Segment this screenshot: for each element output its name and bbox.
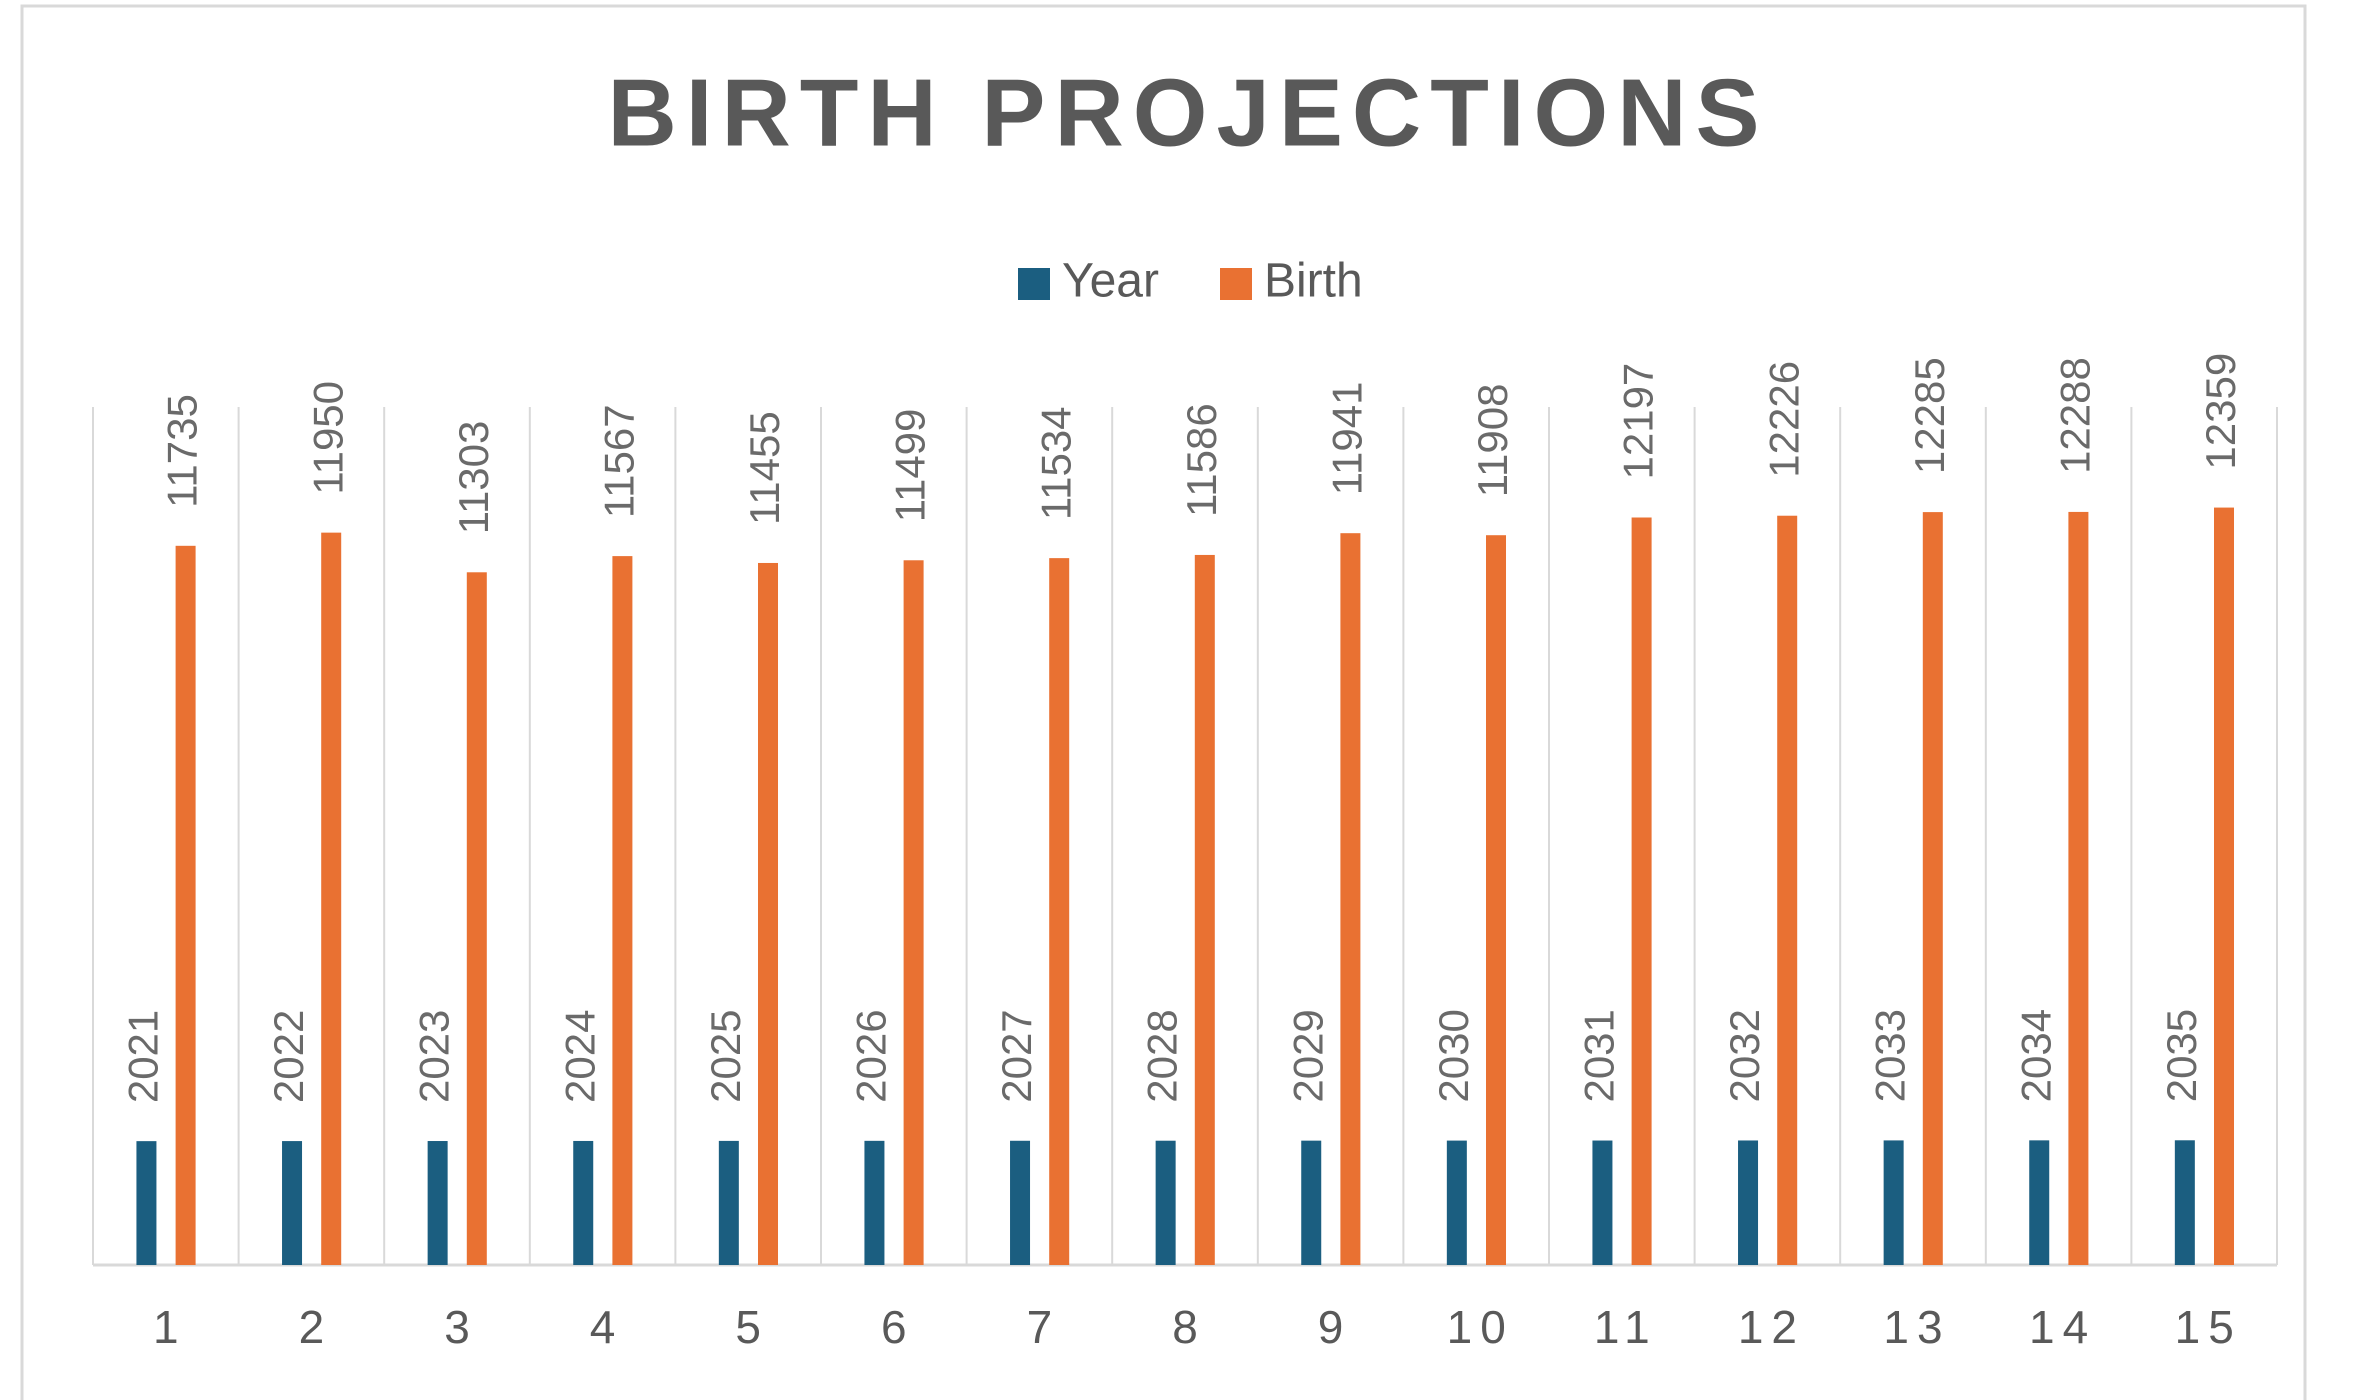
bar <box>1486 535 1506 1265</box>
bar <box>1156 1141 1176 1265</box>
bar <box>282 1141 302 1265</box>
data-label: 2021 <box>120 1010 167 1103</box>
x-tick-label: 4 <box>590 1301 624 1353</box>
data-label: 11950 <box>304 381 351 495</box>
bar <box>1738 1140 1758 1265</box>
data-label: 2034 <box>2012 1009 2059 1102</box>
legend-label: Birth <box>1264 255 1363 308</box>
bar <box>176 546 196 1265</box>
bar <box>573 1141 593 1265</box>
data-label: 11567 <box>595 404 642 518</box>
data-label: 11908 <box>1469 384 1516 498</box>
x-tick-label: 3 <box>444 1301 478 1353</box>
x-tick-label: 15 <box>2175 1301 2242 1353</box>
data-label: 2030 <box>1430 1009 1477 1102</box>
data-label: 2026 <box>848 1009 895 1102</box>
data-label: 2022 <box>265 1010 312 1103</box>
x-tick-label: 2 <box>299 1301 333 1353</box>
bar <box>2068 512 2088 1265</box>
bar <box>1884 1140 1904 1265</box>
data-label: 11534 <box>1032 406 1079 520</box>
data-label: 2028 <box>1139 1009 1186 1102</box>
bar <box>1447 1141 1467 1265</box>
bar <box>467 572 487 1265</box>
data-label: 2024 <box>556 1010 603 1103</box>
bar <box>2029 1140 2049 1265</box>
bar <box>1777 516 1797 1265</box>
bar <box>1632 517 1652 1265</box>
bar <box>136 1141 156 1265</box>
data-label: 11303 <box>450 421 497 535</box>
data-label: 2025 <box>702 1009 749 1102</box>
bar <box>719 1141 739 1265</box>
data-label: 2033 <box>1867 1009 1914 1102</box>
chart: BIRTH PROJECTIONS YearBirth1202111735220… <box>0 0 2362 1400</box>
data-label: 12285 <box>1906 357 1953 474</box>
data-label: 12226 <box>1760 361 1807 478</box>
data-label: 12197 <box>1615 363 1662 480</box>
x-tick-label: 7 <box>1027 1301 1061 1353</box>
data-label: 2023 <box>411 1010 458 1103</box>
bar <box>1340 533 1360 1265</box>
legend-label: Year <box>1062 255 1159 308</box>
bar <box>612 556 632 1265</box>
data-label: 11586 <box>1178 403 1225 517</box>
data-label: 2031 <box>1576 1009 1623 1102</box>
x-tick-label: 9 <box>1318 1301 1352 1353</box>
x-tick-label: 14 <box>2029 1301 2096 1353</box>
bar <box>758 563 778 1265</box>
bar <box>864 1141 884 1265</box>
bar <box>321 533 341 1265</box>
bar <box>428 1141 448 1265</box>
bar <box>904 560 924 1265</box>
x-tick-label: 5 <box>735 1301 769 1353</box>
x-tick-label: 12 <box>1738 1301 1805 1353</box>
data-label: 2032 <box>1721 1009 1768 1102</box>
bar <box>2175 1140 2195 1265</box>
x-tick-label: 8 <box>1172 1301 1206 1353</box>
bar <box>2214 508 2234 1265</box>
x-tick-label: 10 <box>1447 1301 1514 1353</box>
legend-swatch <box>1220 268 1252 300</box>
x-tick-label: 6 <box>881 1301 915 1353</box>
x-tick-label: 1 <box>153 1301 187 1353</box>
data-label: 2035 <box>2158 1009 2205 1102</box>
x-tick-label: 11 <box>1594 1301 1658 1353</box>
data-label: 2027 <box>993 1009 1040 1102</box>
data-label: 12359 <box>2197 353 2244 470</box>
legend-swatch <box>1018 268 1050 300</box>
bar <box>1010 1141 1030 1265</box>
data-label: 11499 <box>887 409 934 523</box>
data-label: 11941 <box>1323 381 1370 495</box>
data-label: 11735 <box>159 394 206 508</box>
chart-title: BIRTH PROJECTIONS <box>607 59 1768 166</box>
bar <box>1049 558 1069 1265</box>
bar <box>1923 512 1943 1265</box>
data-label: 11455 <box>741 411 788 525</box>
data-label: 2029 <box>1284 1009 1331 1102</box>
x-tick-label: 13 <box>1883 1301 1950 1353</box>
bar <box>1195 555 1215 1265</box>
bar <box>1301 1141 1321 1265</box>
bar <box>1592 1141 1612 1265</box>
data-label: 12288 <box>2051 357 2098 474</box>
